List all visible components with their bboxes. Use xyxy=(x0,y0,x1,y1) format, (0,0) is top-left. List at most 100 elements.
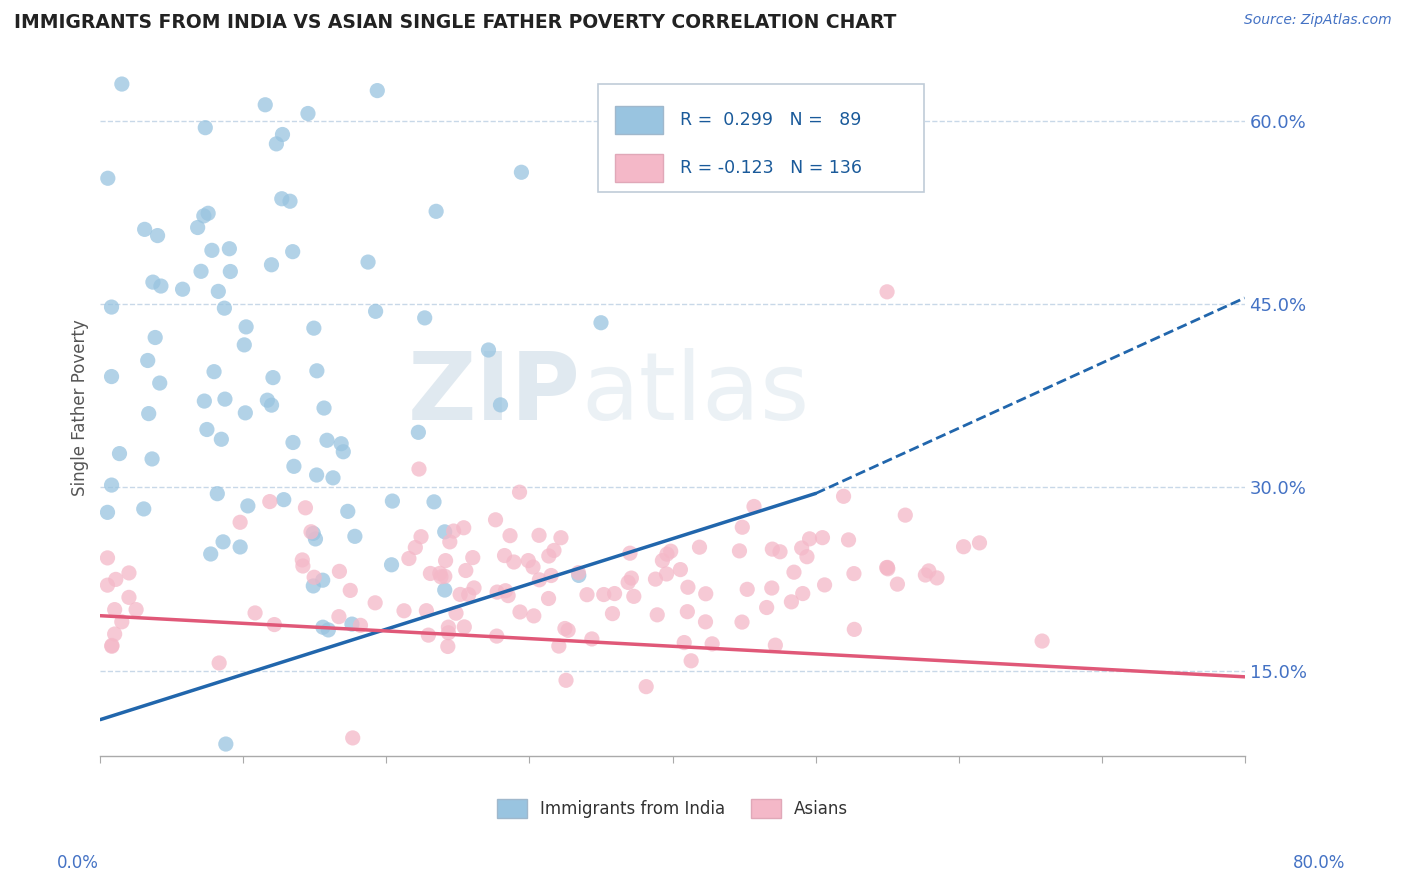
Point xyxy=(540,568,562,582)
Point xyxy=(118,591,141,605)
Point xyxy=(461,550,484,565)
Point xyxy=(439,534,461,549)
Point xyxy=(433,524,456,539)
Text: 0.0%: 0.0% xyxy=(56,855,98,872)
Point xyxy=(101,639,124,653)
Point xyxy=(202,365,225,379)
Point xyxy=(838,533,860,547)
Point xyxy=(437,640,460,654)
Point xyxy=(443,524,465,538)
Point xyxy=(259,494,281,508)
Point xyxy=(262,370,284,384)
Text: IMMIGRANTS FROM INDIA VS ASIAN SINGLE FATHER POVERTY CORRELATION CHART: IMMIGRANTS FROM INDIA VS ASIAN SINGLE FA… xyxy=(14,13,897,32)
Point xyxy=(408,462,430,476)
Point xyxy=(644,572,666,586)
Point xyxy=(100,300,122,314)
Point xyxy=(281,244,304,259)
Point xyxy=(291,553,314,567)
Point xyxy=(118,566,141,580)
Point xyxy=(104,573,127,587)
Point xyxy=(811,531,834,545)
Point xyxy=(233,406,256,420)
Point xyxy=(676,580,699,594)
Text: 80.0%: 80.0% xyxy=(1292,855,1346,872)
Point xyxy=(302,526,325,541)
Point xyxy=(433,569,456,583)
Point xyxy=(312,620,335,634)
Point xyxy=(190,264,212,278)
Point xyxy=(256,393,278,408)
Point xyxy=(527,528,550,542)
Point xyxy=(96,578,118,592)
Point xyxy=(419,566,441,581)
Point xyxy=(207,486,229,500)
Point xyxy=(218,242,240,256)
Point xyxy=(769,545,792,559)
Point xyxy=(523,608,546,623)
Point xyxy=(343,529,366,543)
Point xyxy=(636,680,658,694)
Point xyxy=(543,543,565,558)
Point xyxy=(761,542,783,557)
Point xyxy=(645,607,668,622)
Point xyxy=(651,553,673,567)
Point xyxy=(886,577,908,591)
Point xyxy=(125,602,148,616)
Point xyxy=(509,605,531,619)
Point xyxy=(332,444,354,458)
Point xyxy=(214,392,236,406)
Point xyxy=(484,513,506,527)
Point xyxy=(876,560,898,574)
Point xyxy=(340,617,363,632)
Point xyxy=(728,544,751,558)
Point xyxy=(101,640,124,654)
Point xyxy=(876,560,898,574)
Point xyxy=(143,330,166,344)
Point xyxy=(229,540,252,554)
Legend: Immigrants from India, Asians: Immigrants from India, Asians xyxy=(491,792,855,824)
Point xyxy=(409,530,432,544)
Point xyxy=(763,638,786,652)
Point xyxy=(260,398,283,412)
Point xyxy=(477,343,499,357)
Point xyxy=(330,436,353,450)
Point xyxy=(364,596,387,610)
Point xyxy=(602,607,624,621)
Point xyxy=(575,588,598,602)
Point xyxy=(278,194,301,209)
Point xyxy=(291,559,314,574)
Point xyxy=(380,558,402,572)
Point xyxy=(695,587,717,601)
Point xyxy=(172,282,194,296)
Point xyxy=(673,635,696,649)
Point xyxy=(270,192,292,206)
Point xyxy=(254,97,277,112)
Point xyxy=(925,571,948,585)
Point xyxy=(100,369,122,384)
Point xyxy=(780,595,803,609)
Point xyxy=(603,586,626,600)
Point xyxy=(366,84,388,98)
Point xyxy=(496,589,519,603)
Point xyxy=(517,553,540,567)
Point xyxy=(568,568,591,582)
Point xyxy=(430,570,453,584)
Point xyxy=(659,544,682,558)
Point xyxy=(550,531,572,545)
Point xyxy=(100,478,122,492)
Point xyxy=(437,625,460,640)
Text: R =  0.299   N =   89: R = 0.299 N = 89 xyxy=(681,111,862,128)
Point xyxy=(312,573,335,587)
Point xyxy=(339,583,361,598)
Point xyxy=(655,566,678,581)
Point xyxy=(212,534,235,549)
Point xyxy=(146,228,169,243)
Point xyxy=(134,222,156,236)
Point xyxy=(522,560,544,574)
Point xyxy=(149,279,172,293)
Point xyxy=(108,447,131,461)
Point xyxy=(457,588,479,602)
Point xyxy=(681,654,703,668)
Point xyxy=(194,120,217,135)
FancyBboxPatch shape xyxy=(616,105,662,134)
